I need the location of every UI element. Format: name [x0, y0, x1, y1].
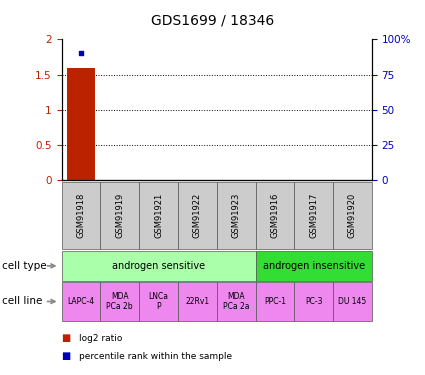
- Text: GSM91917: GSM91917: [309, 193, 318, 238]
- Bar: [68, 68, 95, 180]
- Text: 22Rv1: 22Rv1: [185, 297, 210, 306]
- Text: androgen sensitive: androgen sensitive: [112, 261, 205, 271]
- Text: LNCa
P: LNCa P: [149, 292, 169, 311]
- Text: log2 ratio: log2 ratio: [79, 334, 122, 343]
- Text: PPC-1: PPC-1: [264, 297, 286, 306]
- Text: GSM91919: GSM91919: [115, 193, 124, 238]
- Text: LAPC-4: LAPC-4: [68, 297, 95, 306]
- Text: MDA
PCa 2b: MDA PCa 2b: [107, 292, 133, 311]
- Text: cell type: cell type: [2, 261, 47, 271]
- Text: percentile rank within the sample: percentile rank within the sample: [79, 352, 232, 361]
- Text: cell line: cell line: [2, 297, 42, 306]
- Text: GSM91918: GSM91918: [76, 193, 85, 238]
- Text: androgen insensitive: androgen insensitive: [263, 261, 365, 271]
- Text: ■: ■: [62, 333, 71, 343]
- Text: GDS1699 / 18346: GDS1699 / 18346: [151, 13, 274, 27]
- Text: PC-3: PC-3: [305, 297, 323, 306]
- Text: MDA
PCa 2a: MDA PCa 2a: [223, 292, 249, 311]
- Text: ■: ■: [62, 351, 71, 361]
- Text: GSM91922: GSM91922: [193, 193, 202, 238]
- Point: [78, 51, 85, 57]
- Text: GSM91920: GSM91920: [348, 193, 357, 238]
- Text: GSM91921: GSM91921: [154, 193, 163, 238]
- Text: GSM91916: GSM91916: [270, 193, 279, 238]
- Text: GSM91923: GSM91923: [232, 193, 241, 238]
- Text: DU 145: DU 145: [338, 297, 367, 306]
